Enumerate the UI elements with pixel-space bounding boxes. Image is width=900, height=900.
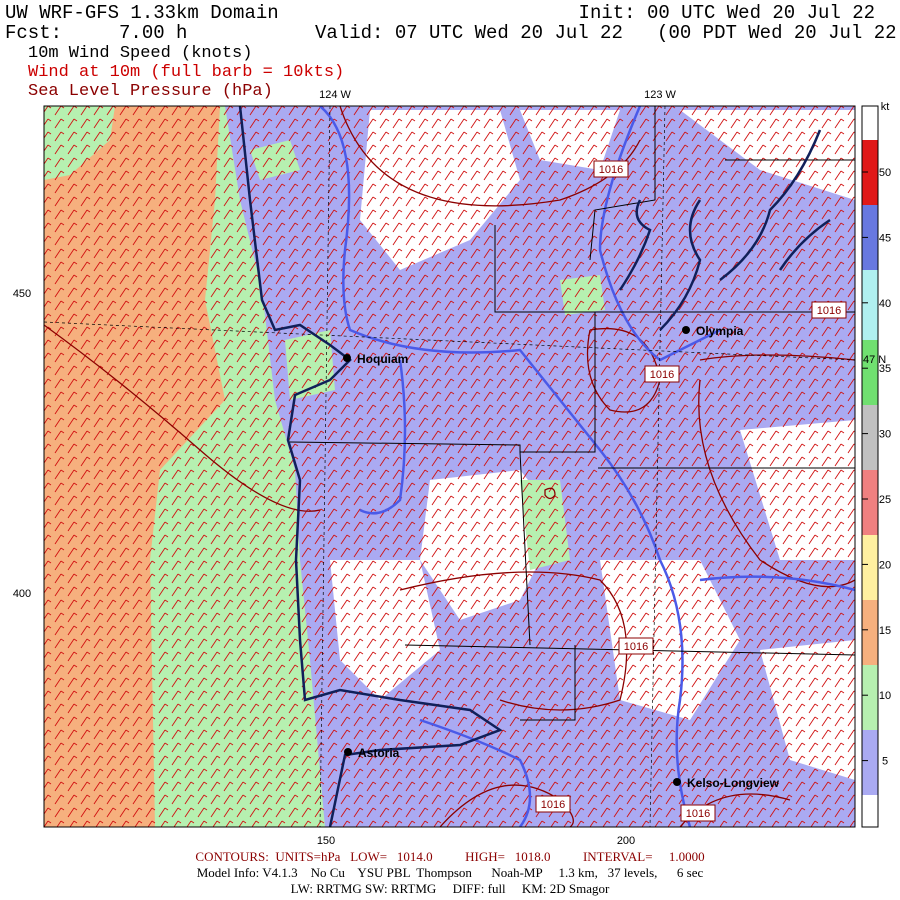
footer-physics: LW: RRTMG SW: RRTMG DIFF: full KM: 2D Sm…	[291, 881, 610, 896]
coastline	[238, 106, 831, 827]
field-label: Wind at 10m (full barb = 10kts)	[28, 63, 344, 82]
pressure-contours	[44, 106, 855, 827]
colorbar-label: 40	[879, 298, 891, 310]
city-dot	[344, 748, 352, 756]
contour-label: 1016	[686, 808, 710, 820]
contour-label-box	[680, 804, 716, 822]
colorbar-frame	[861, 105, 879, 828]
colorbar-label: 10	[879, 690, 891, 702]
grid-label: 450	[13, 288, 31, 300]
colorbar-label: 15	[879, 625, 891, 637]
footer-contours: CONTOURS: UNITS=hPa LOW= 1014.0 HIGH= 10…	[195, 849, 704, 864]
colorbar: kt 50 45 40 35 30 25 20 15 10 5	[861, 101, 891, 828]
city-dot	[343, 354, 351, 362]
grid-label: 150	[317, 835, 335, 847]
colorbar-label: 35	[879, 363, 891, 375]
forecast-hour: Fcst: 7.00 h	[5, 22, 187, 44]
colorbar-band	[862, 205, 878, 270]
colorbar-label: 50	[879, 167, 891, 179]
field-label: 10m Wind Speed (knots)	[28, 44, 252, 63]
title: UW WRF-GFS 1.33km Domain	[5, 2, 279, 24]
contour-label: 1016	[624, 641, 648, 653]
colorbar-band	[862, 730, 878, 795]
colorbar-band	[862, 106, 878, 140]
city-dot	[682, 326, 690, 334]
city-label: Kelso-Longview	[687, 776, 780, 790]
city-label: Olympia	[696, 324, 744, 338]
lat-label: 47 N	[863, 354, 886, 366]
lon-label: 123 W	[644, 89, 676, 101]
contour-label-box	[618, 637, 654, 655]
colorbar-label: 20	[879, 559, 891, 571]
colorbar-band	[862, 270, 878, 340]
city-dot	[673, 778, 681, 786]
contour-label-box	[811, 301, 847, 319]
map-frame	[43, 105, 856, 828]
colorbar-unit: kt	[881, 101, 890, 113]
contour-label: 1016	[650, 369, 674, 381]
colorbar-label: 45	[879, 232, 891, 244]
colorbar-band	[862, 795, 878, 827]
colorbar-label: 5	[882, 756, 888, 768]
valid-time: Valid: 07 UTC Wed 20 Jul 22 (00 PDT Wed …	[315, 22, 900, 44]
field-label: Sea Level Pressure (hPa)	[28, 82, 273, 101]
contour-label-box	[535, 795, 571, 813]
init-time: Init: 00 UTC Wed 20 Jul 22	[579, 2, 875, 24]
contour-label: 1016	[599, 164, 623, 176]
contour-label: 1016	[541, 799, 565, 811]
rivers	[319, 106, 855, 827]
contour-label-box	[644, 365, 680, 383]
grid-label: 200	[617, 835, 635, 847]
lat-lon-lines	[44, 106, 855, 827]
city-label: Astoria	[358, 746, 400, 760]
colorbar-label: 30	[879, 429, 891, 441]
contour-label: 1016	[817, 305, 841, 317]
colorbar-band	[862, 405, 878, 470]
grid-label: 400	[13, 588, 31, 600]
lon-label: 124 W	[319, 89, 351, 101]
map-area	[44, 106, 855, 827]
colorbar-label: 25	[879, 494, 891, 506]
footer-model: Model Info: V4.1.3 No Cu YSU PBL Thompso…	[197, 865, 704, 880]
colorbar-band	[862, 470, 878, 535]
contour-label-box	[593, 160, 629, 178]
colorbar-band	[862, 140, 878, 205]
colorbar-band	[862, 600, 878, 665]
colorbar-band	[862, 665, 878, 730]
colorbar-band	[862, 535, 878, 600]
wind-barbs	[44, 106, 855, 827]
city-label: Hoquiam	[357, 352, 408, 366]
colorbar-band	[862, 340, 878, 405]
